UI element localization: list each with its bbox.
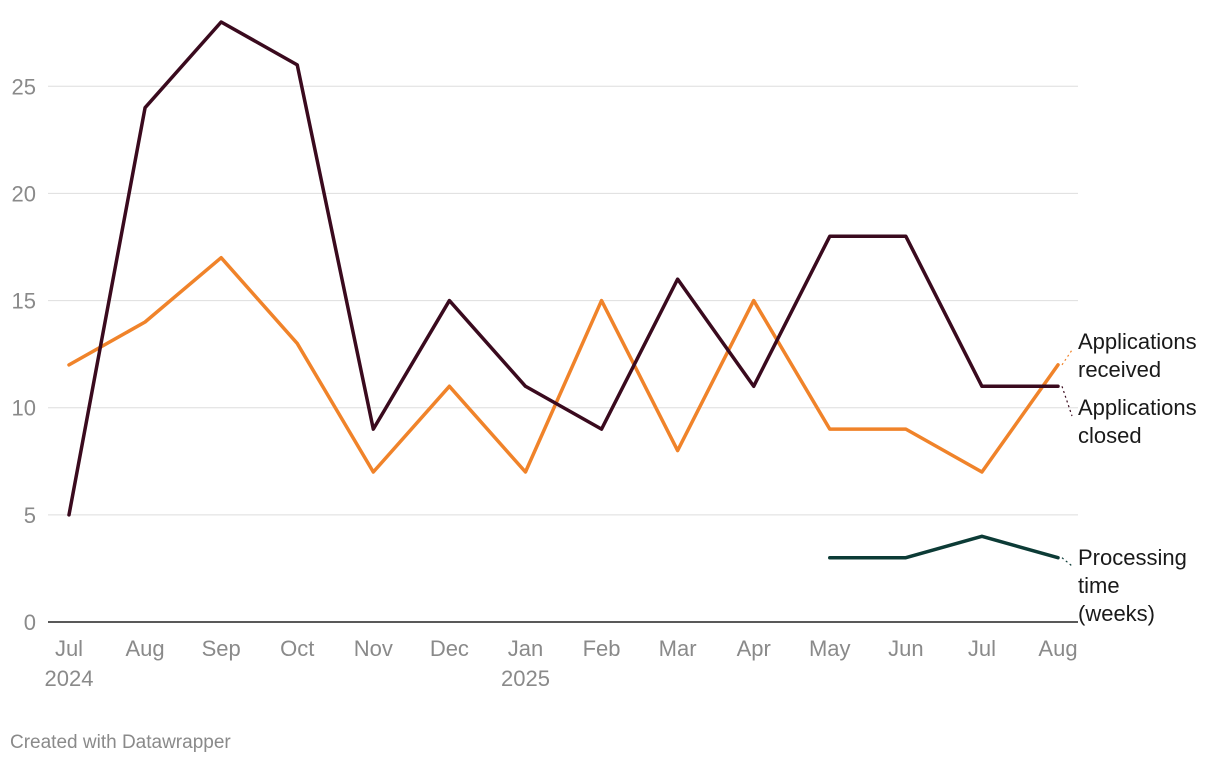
footer-credit: Created with Datawrapper bbox=[10, 732, 231, 753]
label-connector bbox=[1061, 386, 1073, 417]
y-axis-ticks: 0 5 10 15 20 25 bbox=[12, 74, 36, 635]
x-tick-label: Aug bbox=[125, 636, 164, 661]
series-line-processing-time-weeks bbox=[828, 534, 1060, 560]
x-tick-label: Jul bbox=[968, 636, 996, 661]
label-connector bbox=[1061, 557, 1073, 567]
x-tick-label: May bbox=[809, 636, 851, 661]
x-tick-label: 2025 bbox=[501, 666, 550, 691]
series-label-applications-received: received bbox=[1078, 357, 1161, 382]
series-label-processing-time-weeks: Processing bbox=[1078, 545, 1187, 570]
x-tick-label: Jun bbox=[888, 636, 923, 661]
series-line-applications-closed bbox=[67, 20, 1060, 517]
x-tick-label: Dec bbox=[430, 636, 469, 661]
x-tick-label: Nov bbox=[354, 636, 393, 661]
series-label-applications-closed: Applications bbox=[1078, 395, 1197, 420]
x-tick-label: Jan bbox=[508, 636, 543, 661]
series-label-applications-closed: closed bbox=[1078, 423, 1142, 448]
x-tick-label: Mar bbox=[659, 636, 697, 661]
series-label-processing-time-weeks: (weeks) bbox=[1078, 601, 1155, 626]
y-tick-label: 25 bbox=[12, 74, 36, 99]
series-label-processing-time-weeks: time bbox=[1078, 573, 1120, 598]
y-tick-label: 10 bbox=[12, 396, 36, 421]
series-labels: Applications received Applications closed Pr… bbox=[1061, 329, 1197, 626]
x-tick-label: 2024 bbox=[45, 666, 94, 691]
series-line-applications-received bbox=[67, 255, 1060, 474]
label-connector bbox=[1061, 349, 1073, 366]
series-label-applications-received: Applications bbox=[1078, 329, 1197, 354]
y-tick-label: 5 bbox=[24, 503, 36, 528]
x-tick-label: Aug bbox=[1038, 636, 1077, 661]
series-lines bbox=[67, 20, 1060, 560]
x-tick-label: Apr bbox=[737, 636, 771, 661]
x-tick-label: Oct bbox=[280, 636, 314, 661]
y-tick-label: 15 bbox=[12, 289, 36, 314]
y-tick-label: 20 bbox=[12, 181, 36, 206]
gridlines bbox=[48, 85, 1078, 623]
y-tick-label: 0 bbox=[24, 610, 36, 635]
x-tick-label: Feb bbox=[583, 636, 621, 661]
x-axis-ticks: Jul 2024 Aug Sep Oct Nov Dec Jan 2025 Feb Mar Apr Ma… bbox=[45, 636, 1078, 691]
x-tick-label: Sep bbox=[202, 636, 241, 661]
x-tick-label: Jul bbox=[55, 636, 83, 661]
